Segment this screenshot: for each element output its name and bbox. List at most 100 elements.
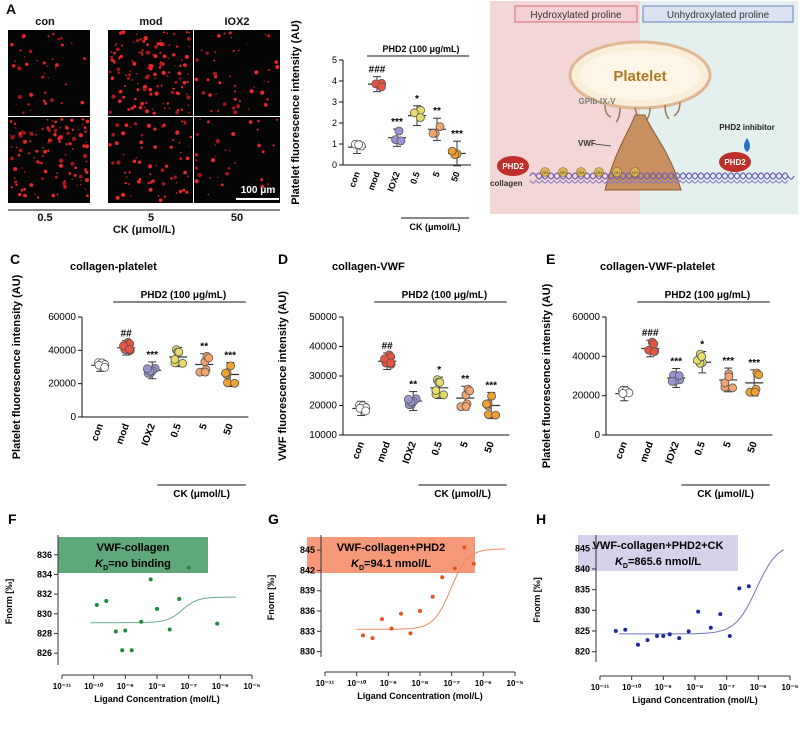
x-tick-label: 10⁻⁶ — [212, 682, 229, 691]
platelet-spot — [257, 119, 260, 123]
platelet-spot — [233, 97, 237, 101]
platelet-spot — [154, 45, 158, 49]
y-tick-label: 0 — [70, 412, 76, 423]
kd-value: KD=865.6 nmol/L — [615, 556, 701, 570]
data-point — [148, 577, 153, 582]
y-tick-label: 836 — [37, 550, 52, 560]
platelet-spot — [166, 102, 169, 105]
platelet-spot — [10, 135, 15, 140]
platelet-spot — [170, 177, 173, 180]
platelet-spot — [257, 143, 261, 148]
data-point — [204, 353, 214, 363]
panel-a-chart: Platelet fluorescence intensity (AU) 0 1 2 3… — [285, 0, 485, 235]
platelet-spot — [146, 123, 151, 128]
platelet-spot — [122, 153, 125, 156]
platelet-spot — [159, 41, 164, 47]
platelet-spot — [159, 62, 164, 67]
platelet-spot — [133, 113, 135, 115]
x-tick-label: 10⁻⁵ — [782, 683, 799, 692]
phd2-right-label: PHD2 — [724, 158, 746, 167]
y-tick-label: 830 — [575, 605, 590, 615]
data-point — [139, 619, 144, 624]
platelet-spot — [32, 135, 34, 137]
platelet-spot — [181, 120, 183, 123]
hydroxyl-marker — [630, 167, 640, 177]
platelet-spot — [260, 178, 264, 182]
significance-label: ### — [369, 65, 386, 76]
platelet-spot — [273, 187, 276, 190]
platelet-spot — [22, 139, 27, 144]
y-tick-label: 30000 — [309, 371, 337, 382]
x-tick-label: mod — [638, 440, 656, 464]
left-header-box — [514, 5, 638, 23]
platelet-spot — [131, 79, 134, 81]
significance-label: ## — [382, 341, 394, 352]
platelet-spot — [10, 156, 15, 161]
platelet-spot — [131, 59, 134, 63]
data-point — [435, 377, 445, 387]
collagen-strand — [757, 179, 765, 184]
collagen-strand — [619, 179, 627, 184]
collagen-strand — [709, 179, 717, 184]
platelet-spot — [14, 180, 18, 184]
collagen-strand — [607, 179, 615, 184]
collagen-strand — [781, 172, 795, 180]
platelet-spot — [139, 140, 144, 145]
y-tick-label: 830 — [300, 647, 315, 657]
platelet-spot — [155, 164, 157, 167]
platelet-spot — [140, 52, 144, 56]
data-point — [380, 354, 389, 364]
data-point — [618, 389, 628, 398]
platelet-spot — [83, 57, 86, 60]
platelet-spot — [234, 162, 237, 164]
y-tick-label: 842 — [300, 565, 315, 575]
platelet-spot — [47, 77, 50, 79]
platelet-spot — [267, 81, 270, 83]
platelet-spot — [138, 177, 142, 181]
platelet-spot — [260, 90, 265, 95]
platelet-spot — [211, 158, 216, 163]
data-point — [129, 648, 134, 653]
platelet-spot — [35, 133, 37, 136]
platelet-spot — [159, 39, 161, 41]
platelet-spot — [84, 168, 87, 172]
significance-label: * — [700, 340, 704, 351]
platelet-spot — [58, 140, 61, 143]
platelet-spot — [162, 54, 167, 59]
data-point — [178, 358, 188, 368]
data-point — [113, 629, 118, 634]
data-point — [737, 586, 742, 591]
platelet-spot — [186, 80, 189, 84]
collagen-strand — [571, 179, 579, 184]
data-point — [686, 629, 691, 634]
x-axis-label: Ligand Concentration (mol/L) — [357, 691, 483, 701]
panel-g: G VWF-collagen+PHD2 KD=94.1 nmol/L 830 833 83… — [262, 510, 530, 725]
row-label-5: 5 — [148, 212, 154, 224]
platelet-spot — [68, 142, 72, 146]
platelet-spot — [54, 128, 57, 131]
panel-b-svg: B Hydroxylated proline Unhydroxylated pr… — [490, 1, 798, 214]
platelet-spot — [153, 127, 157, 131]
kd-box — [58, 537, 208, 573]
collagen-strand — [703, 179, 711, 184]
platelet-spot — [127, 108, 130, 111]
platelet-spot — [154, 77, 156, 80]
platelet-spot — [135, 156, 138, 159]
platelet-spot — [36, 196, 40, 199]
y-tick-label: 0 — [594, 430, 600, 441]
platelet-spot — [82, 144, 86, 148]
data-point — [461, 402, 471, 411]
collagen-strand — [697, 179, 705, 184]
chart-svg: H VWF-collagen+PHD2+CK KD=865.6 nmol/L 820 8… — [532, 511, 799, 705]
chart-title: collagen-VWF-platelet — [600, 261, 715, 273]
vwf-molecule — [604, 114, 682, 191]
y-tick-label: 832 — [37, 589, 52, 599]
collagen-strand — [625, 179, 633, 184]
y-tick-label: 845 — [300, 545, 315, 555]
platelet-spot — [166, 32, 168, 34]
hydroxyl-groups: OH OH OH OH OH OH — [540, 167, 640, 177]
platelet-spot — [239, 100, 241, 103]
platelet-spot — [51, 193, 55, 198]
platelet-spot — [81, 123, 83, 125]
